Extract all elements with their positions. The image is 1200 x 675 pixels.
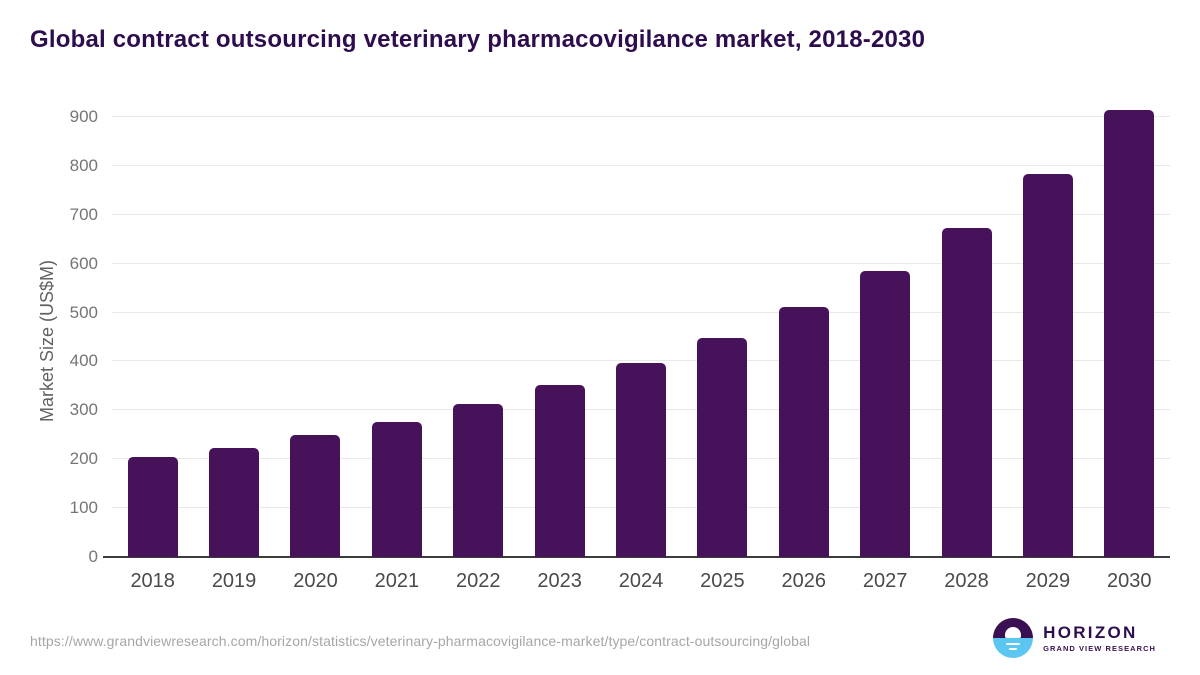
y-tick-label: 900 <box>69 107 98 126</box>
logo-subtitle: GRAND VIEW RESEARCH <box>1043 643 1156 653</box>
bar-2026 <box>778 307 829 557</box>
y-tick-label: 400 <box>69 351 98 371</box>
x-tick-label-2024: 2024 <box>618 570 664 592</box>
gridline <box>112 116 1170 117</box>
y-tick-label: 0 <box>88 547 98 566</box>
x-tick-label-2029: 2029 <box>1025 570 1071 592</box>
bar-2029 <box>1022 174 1073 557</box>
x-tick-label-2028: 2028 <box>944 570 989 592</box>
source-url: https://www.grandviewresearch.com/horizo… <box>30 633 811 649</box>
bar-2028 <box>941 227 992 557</box>
x-tick-label-2027: 2027 <box>862 570 908 592</box>
sun-reflection-line <box>1006 642 1021 646</box>
bar-2022 <box>453 404 504 557</box>
bar-2025 <box>697 337 748 557</box>
x-tick-label-2018: 2018 <box>130 570 175 592</box>
logo-title: HORIZON <box>1043 622 1138 642</box>
plot-area: 0 100 200 300 400 500 600 700 800 900 2018 2019 2020… <box>70 95 1170 591</box>
bar-2030 <box>1104 110 1155 557</box>
y-tick-label: 600 <box>69 253 98 273</box>
bar-2021 <box>371 421 422 557</box>
y-tick-label: 100 <box>69 498 98 518</box>
x-tick-label-2025: 2025 <box>700 570 745 592</box>
bar-2024 <box>616 363 666 557</box>
horizon-logo: HORIZON GRAND VIEW RESEARCH <box>993 618 1156 658</box>
x-tick-label-2030: 2030 <box>1107 570 1152 592</box>
x-tick-label-2022: 2022 <box>455 570 501 592</box>
x-tick-label-2021: 2021 <box>374 570 420 592</box>
sun-reflection-line <box>1009 647 1018 651</box>
x-tick-label-2023: 2023 <box>537 570 582 592</box>
bar-2020 <box>290 435 341 557</box>
chart-title: Global contract outsourcing veterinary p… <box>30 26 926 53</box>
bar-2019 <box>209 447 260 557</box>
bar-2018 <box>127 456 178 557</box>
bar-2027 <box>860 270 911 557</box>
y-tick-label: 800 <box>69 155 98 175</box>
x-axis-line <box>103 556 1170 558</box>
x-tick-label-2020: 2020 <box>293 570 338 592</box>
y-tick-label: 500 <box>69 302 98 322</box>
x-tick-label-2019: 2019 <box>211 570 257 592</box>
sun-dome-shape <box>1005 626 1022 638</box>
logo-text: HORIZON GRAND VIEW RESEARCH <box>1043 624 1156 653</box>
horizon-sun-icon <box>993 618 1034 658</box>
y-tick-label: 700 <box>69 204 98 224</box>
y-axis-title: Market Size (US$M) <box>37 259 57 422</box>
gridline <box>112 311 1170 313</box>
y-tick-label: 200 <box>69 449 98 469</box>
gridline <box>112 360 1170 362</box>
gridline <box>112 164 1170 166</box>
gridline <box>112 213 1170 215</box>
bar-2023 <box>534 385 585 557</box>
x-tick-label-2026: 2026 <box>781 570 827 592</box>
gridline <box>112 262 1170 264</box>
y-tick-label: 300 <box>69 400 98 420</box>
